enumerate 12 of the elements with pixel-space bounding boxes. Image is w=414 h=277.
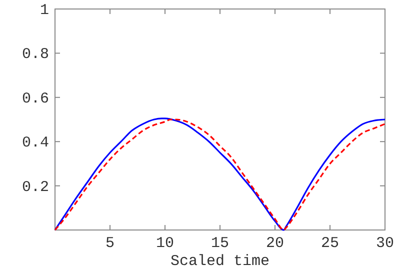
y-tick-label: 1 [40,2,49,19]
y-tick-label: 0.6 [22,90,49,108]
x-tick-label: 30 [376,235,394,252]
x-tick-label: 20 [266,235,284,252]
x-tick-label: 25 [320,235,340,252]
x-tick-label: 10 [156,235,174,252]
y-tick-label: 0.4 [22,134,49,152]
x-axis-title: Scaled time [170,253,270,270]
y-tick-label: 0.8 [22,46,49,64]
x-tick-label: 15 [210,235,230,252]
x-tick-label: 5 [105,235,115,252]
y-tick-label: 0.2 [22,178,49,196]
